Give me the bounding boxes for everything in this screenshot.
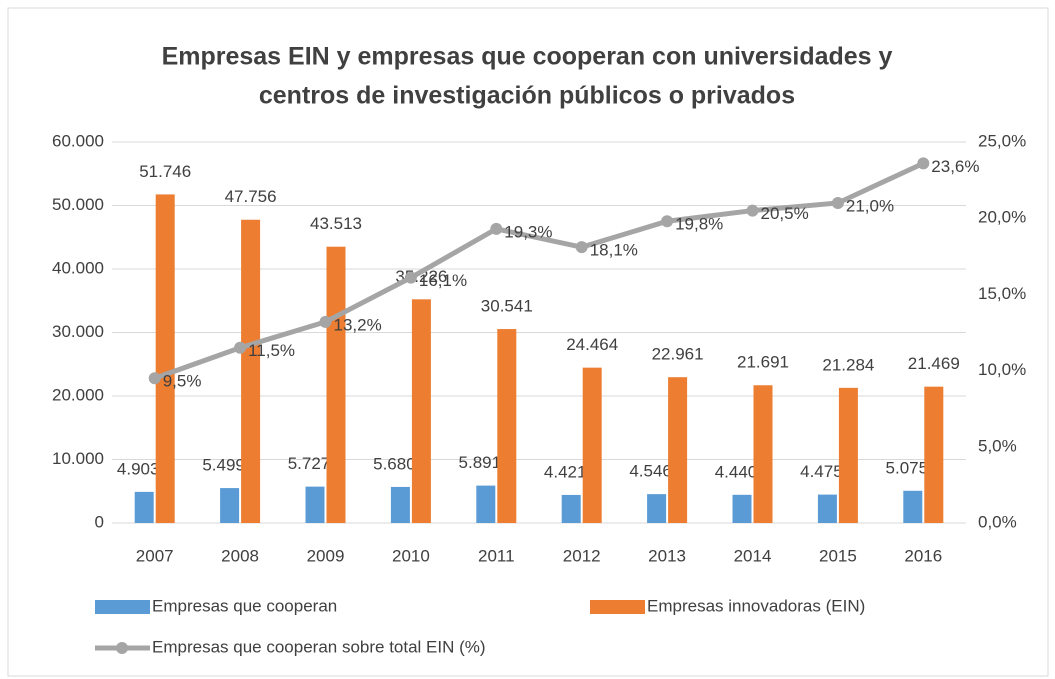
y2-tick-label: 25,0% (978, 131, 1026, 150)
legend-label: Empresas que cooperan sobre total EIN (%… (152, 637, 486, 656)
bar (305, 486, 325, 523)
chart-title: Empresas EIN y empresas que cooperan con… (162, 43, 893, 71)
x-tick-label: 2008 (221, 546, 259, 565)
bar (326, 246, 346, 523)
x-tick-label: 2011 (478, 546, 515, 565)
bar (817, 494, 837, 523)
bar (924, 386, 944, 523)
data-label: 4.903 (117, 459, 160, 478)
data-label: 20,5% (761, 204, 809, 223)
data-label: 18,1% (590, 241, 638, 260)
data-label: 19,8% (675, 215, 723, 234)
data-label: 23,6% (931, 157, 979, 176)
line (153, 161, 925, 381)
y-tick-label: 20.000 (52, 385, 104, 404)
legend-label: Empresas innovadoras (EIN) (647, 596, 865, 615)
bar (561, 494, 581, 523)
line-point (234, 341, 247, 354)
y-tick-label: 60.000 (52, 131, 104, 150)
data-label: 51.746 (139, 162, 191, 181)
line-point (490, 222, 503, 235)
x-tick-label: 2007 (136, 546, 174, 565)
y2-tick-label: 0,0% (978, 512, 1017, 531)
bar (753, 385, 773, 523)
line-point (319, 315, 332, 328)
legend-swatch (116, 642, 128, 654)
chart-border (7, 7, 1049, 677)
y-tick-label: 50.000 (52, 195, 104, 214)
legend-swatch (95, 600, 150, 614)
bar (668, 377, 688, 523)
y2-tick-label: 10,0% (978, 360, 1026, 379)
data-label: 9,5% (163, 372, 202, 391)
bar (647, 494, 667, 523)
data-label: 16,1% (419, 271, 467, 290)
data-label: 13,2% (334, 315, 382, 334)
data-label: 47.756 (225, 187, 277, 206)
data-label: 21.284 (822, 355, 874, 374)
data-label: 30.541 (481, 297, 533, 316)
x-tick-label: 2015 (819, 546, 857, 565)
legend-label: Empresas que cooperan (152, 596, 337, 615)
y2-tick-label: 5,0% (978, 436, 1017, 455)
y2-tick-label: 15,0% (978, 284, 1026, 303)
bar (134, 491, 154, 523)
y2-tick-label: 20,0% (978, 208, 1026, 227)
bar (411, 299, 431, 523)
data-label: 5.727 (288, 454, 331, 473)
data-label: 22.961 (652, 345, 704, 364)
bar (241, 219, 261, 524)
data-label: 4.546 (629, 462, 672, 481)
line-point (831, 196, 844, 209)
data-label: 5.075 (886, 458, 929, 477)
x-tick-label: 2013 (648, 546, 686, 565)
bar (838, 387, 858, 523)
bar (582, 367, 602, 523)
y-tick-label: 0 (95, 512, 104, 531)
data-label: 19,3% (504, 222, 552, 241)
line-point (661, 215, 674, 228)
data-label: 24.464 (566, 335, 618, 354)
data-label: 5.891 (459, 453, 502, 472)
bar (220, 488, 240, 523)
data-label: 21.469 (908, 354, 960, 373)
data-label: 11,5% (248, 341, 295, 360)
x-tick-label: 2016 (904, 546, 942, 565)
data-label: 5.499 (202, 456, 245, 475)
data-label: 43.513 (310, 214, 362, 233)
bar (390, 486, 410, 523)
y-tick-label: 40.000 (52, 258, 104, 277)
chart-title: centros de investigación públicos o priv… (259, 82, 795, 110)
bar (155, 194, 175, 523)
data-label: 21,0% (846, 196, 894, 215)
y-tick-label: 30.000 (52, 322, 104, 341)
line-point (148, 372, 161, 385)
line-point (746, 204, 759, 217)
x-tick-label: 2010 (392, 546, 430, 565)
bar (497, 329, 517, 523)
data-label: 5.680 (373, 454, 416, 473)
line-point (917, 157, 930, 170)
bar (903, 490, 923, 523)
bar (732, 494, 752, 523)
data-label: 4.475 (800, 462, 843, 481)
bar (476, 485, 496, 523)
data-label: 21.691 (737, 353, 789, 372)
y-tick-label: 10.000 (52, 449, 104, 468)
x-tick-label: 2009 (307, 546, 345, 565)
data-label: 4.440 (715, 462, 758, 481)
data-label: 4.421 (544, 462, 587, 481)
line-point (404, 271, 417, 284)
x-tick-label: 2014 (734, 546, 772, 565)
line-point (575, 241, 588, 254)
legend-swatch (590, 600, 645, 614)
x-tick-label: 2012 (563, 546, 601, 565)
